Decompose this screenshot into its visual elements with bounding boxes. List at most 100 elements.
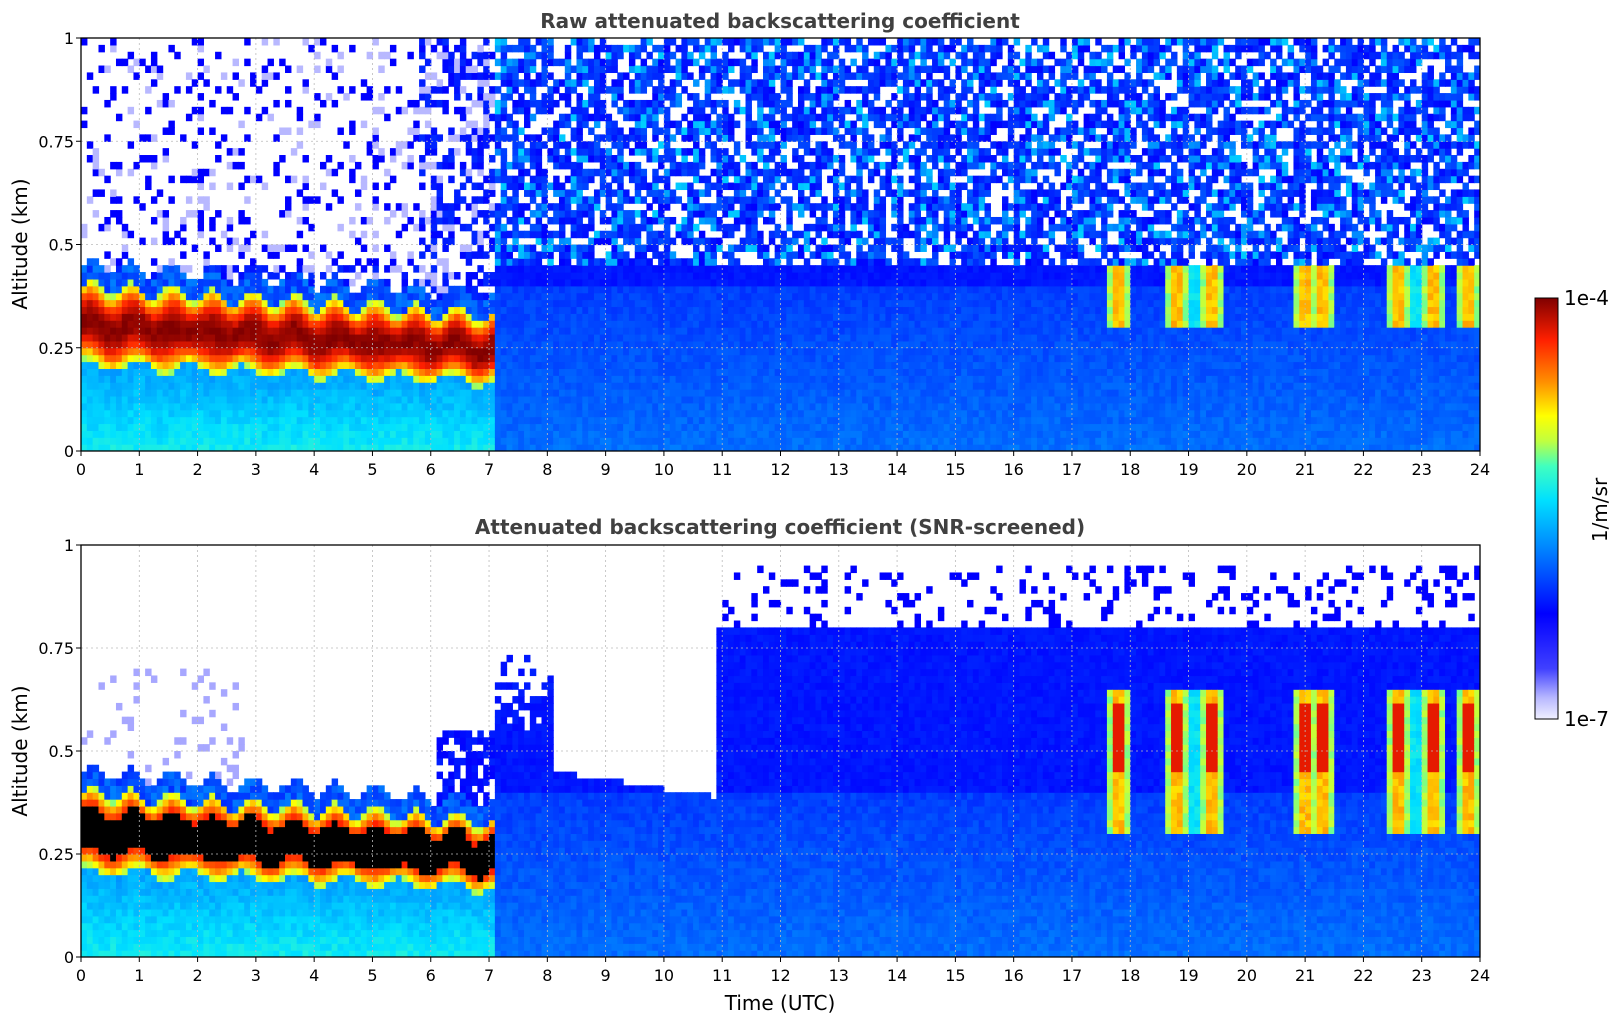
heatmap-cell	[658, 161, 665, 170]
heatmap-cell	[728, 430, 735, 438]
heatmap-cell	[663, 368, 671, 376]
heatmap-cell	[448, 306, 455, 314]
heatmap-cell	[92, 148, 100, 156]
heatmap-cell	[716, 327, 723, 335]
heatmap-cell	[745, 38, 752, 46]
heatmap-cell	[366, 416, 374, 425]
heatmap-cell	[331, 285, 339, 294]
heatmap-cell	[465, 361, 473, 369]
heatmap-cell	[121, 333, 129, 342]
heatmap-cell	[558, 402, 566, 411]
heatmap-cell	[279, 292, 286, 301]
heatmap-cell	[524, 113, 531, 122]
heatmap-cell	[547, 99, 554, 108]
heatmap-cell	[261, 402, 269, 411]
heatmap-cell	[640, 182, 648, 191]
heatmap-cell	[681, 168, 688, 177]
heatmap-cell	[553, 416, 560, 425]
heatmap-cell	[180, 437, 187, 445]
heatmap-cell	[454, 106, 461, 115]
heatmap-cell	[337, 368, 344, 376]
heatmap-cell	[81, 299, 88, 308]
heatmap-cell	[174, 389, 181, 397]
heatmap-cell	[494, 327, 502, 335]
heatmap-cell	[716, 285, 723, 294]
heatmap-cell	[512, 265, 519, 273]
heatmap-cell	[524, 58, 531, 67]
heatmap-cell	[424, 368, 432, 376]
heatmap-cell	[599, 292, 607, 301]
heatmap-cell	[757, 244, 764, 252]
heatmap-cell	[634, 251, 642, 259]
heatmap-cell	[372, 134, 379, 142]
heatmap-cell	[430, 444, 438, 451]
heatmap-cell	[681, 402, 688, 411]
heatmap-cell	[389, 382, 397, 390]
heatmap-cell	[127, 361, 135, 369]
heatmap-cell	[681, 423, 688, 431]
heatmap-cell	[92, 347, 100, 356]
heatmap-cell	[634, 148, 642, 156]
heatmap-cell	[424, 272, 432, 280]
heatmap-cell	[623, 382, 630, 390]
heatmap-cell	[634, 189, 642, 197]
heatmap-cell	[599, 340, 607, 349]
heatmap-cell	[197, 93, 205, 101]
heatmap-cell	[500, 196, 508, 204]
heatmap-cell	[623, 106, 630, 115]
heatmap-cell	[611, 395, 618, 404]
heatmap-cell	[92, 409, 100, 418]
heatmap-cell	[110, 354, 117, 363]
heatmap-cell	[634, 299, 642, 308]
heatmap-cell	[588, 375, 595, 383]
heatmap-cell	[273, 444, 280, 451]
heatmap-cell	[658, 430, 665, 438]
heatmap-cell	[763, 38, 770, 46]
heatmap-cell	[320, 395, 327, 404]
heatmap-cell	[185, 402, 193, 411]
heatmap-cell	[506, 313, 513, 321]
heatmap-cell	[687, 148, 694, 156]
heatmap-cell	[716, 203, 723, 211]
heatmap-cell	[290, 320, 298, 328]
heatmap-cell	[331, 423, 339, 431]
heatmap-cell	[384, 347, 391, 356]
heatmap-cell	[518, 340, 525, 349]
heatmap-cell	[763, 320, 770, 328]
heatmap-cell	[698, 375, 706, 383]
heatmap-cell	[628, 210, 636, 218]
heatmap-cell	[640, 58, 648, 67]
heatmap-cell	[413, 430, 420, 438]
heatmap-cell	[494, 444, 502, 451]
heatmap-cell	[722, 347, 729, 356]
heatmap-cell	[611, 285, 618, 294]
heatmap-cell	[384, 51, 391, 60]
heatmap-cell	[640, 347, 648, 356]
heatmap-cell	[623, 361, 630, 369]
heatmap-cell	[564, 72, 572, 80]
heatmap-cell	[424, 423, 432, 431]
heatmap-cell	[86, 258, 94, 266]
heatmap-cell	[162, 437, 170, 445]
heatmap-cell	[617, 127, 624, 135]
heatmap-cell	[628, 86, 636, 94]
heatmap-cell	[407, 423, 414, 431]
heatmap-cell	[757, 155, 764, 163]
heatmap-cell	[558, 210, 566, 218]
heatmap-cell	[185, 327, 193, 335]
heatmap-cell	[780, 402, 787, 411]
heatmap-cell	[325, 361, 333, 369]
heatmap-cell	[780, 244, 787, 252]
heatmap-cell	[623, 409, 630, 418]
heatmap-cell	[658, 444, 665, 451]
heatmap-cell	[745, 402, 752, 411]
heatmap-cell	[110, 368, 117, 376]
heatmap-cell	[232, 347, 239, 356]
heatmap-cell	[780, 409, 787, 418]
heatmap-cell	[687, 210, 694, 218]
heatmap-cell	[500, 93, 508, 101]
heatmap-cell	[401, 430, 409, 438]
heatmap-cell	[81, 292, 88, 301]
heatmap-cell	[687, 299, 694, 308]
heatmap-cell	[471, 65, 478, 74]
